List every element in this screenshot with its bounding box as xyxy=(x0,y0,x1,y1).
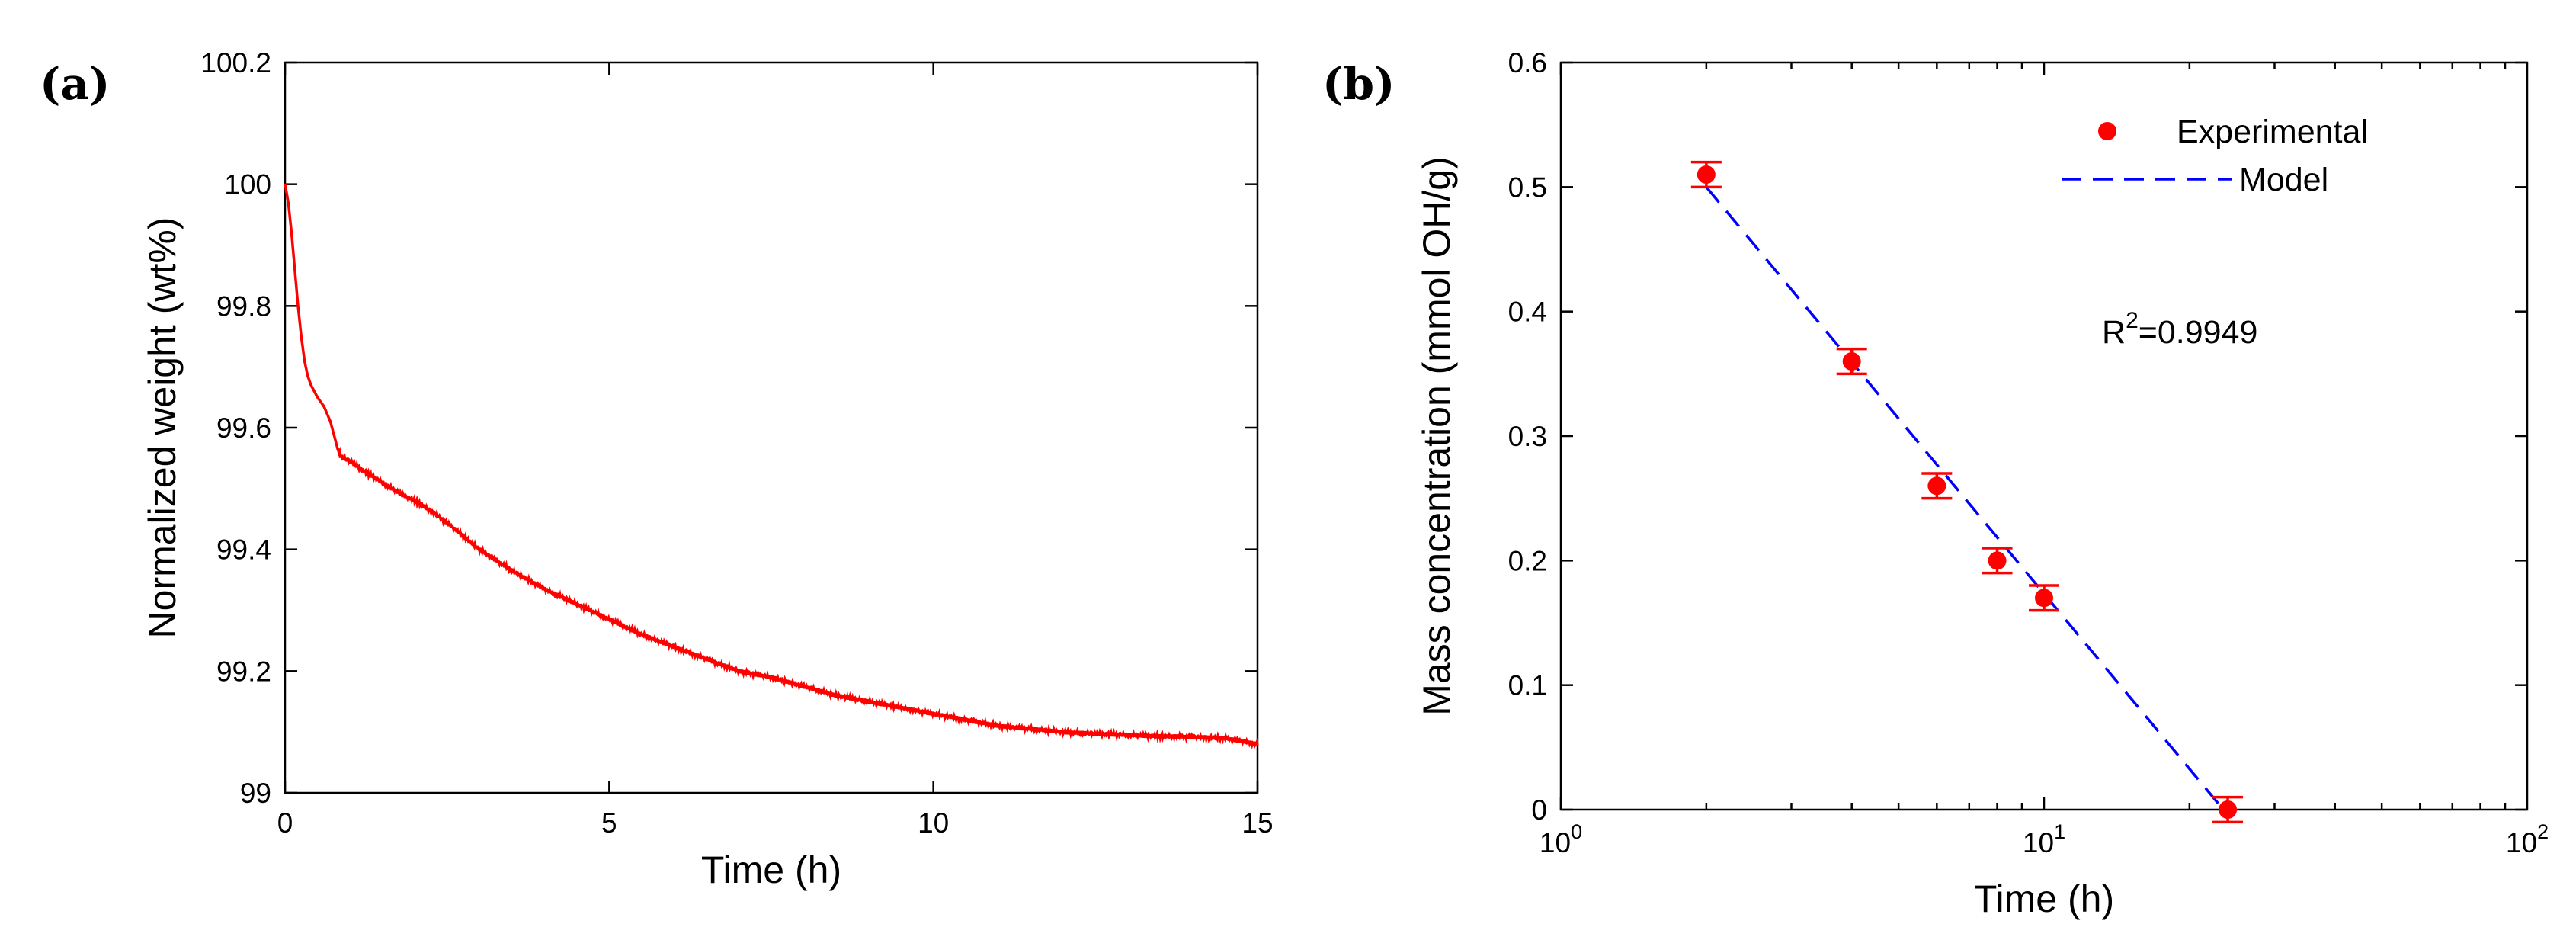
experimental-point xyxy=(1690,160,1722,189)
r-squared-value: =0.9949 xyxy=(2139,314,2258,351)
panel-a-plot-frame xyxy=(284,61,1259,794)
x-tick-label: 100 xyxy=(1540,820,1582,858)
y-tick-label: 0.1 xyxy=(1508,670,1547,701)
data-marker xyxy=(1842,352,1861,371)
y-tick-label: 0.3 xyxy=(1508,421,1547,452)
panel-b-y-axis-title: Mass concentration (mmol OH/g) xyxy=(1415,156,1458,716)
x-tick-label: 5 xyxy=(601,807,617,839)
y-tick-label: 100 xyxy=(224,169,271,201)
legend: Experimental Model xyxy=(2062,114,2368,198)
panel-a-x-tick-labels: 0 5 10 15 xyxy=(277,807,1274,839)
experimental-point xyxy=(1982,547,2013,575)
panel-b-label: (b) xyxy=(1322,58,1395,110)
data-marker xyxy=(2035,589,2053,608)
data-marker xyxy=(1927,476,1946,496)
legend-marker-experimental xyxy=(2098,122,2116,140)
x-tick-label: 10 xyxy=(918,807,949,839)
y-tick-label: 0.2 xyxy=(1508,545,1547,576)
x-tick-label: 15 xyxy=(1242,807,1273,839)
legend-label-model: Model xyxy=(2239,162,2328,198)
y-tick-label: 99.4 xyxy=(216,534,271,566)
legend-label-experimental: Experimental xyxy=(2177,114,2368,150)
model-line xyxy=(1705,186,2225,811)
panel-a-ticks xyxy=(284,61,1259,794)
data-marker xyxy=(2219,800,2238,819)
panel-b-y-tick-labels: 0 0.1 0.2 0.3 0.4 0.5 0.6 xyxy=(1508,47,1547,826)
panel-a-chart: (a) 99 99.2 99.4 99.6 99.8 100 100.2 0 5 10 15 Ti… xyxy=(40,47,1274,891)
panel-a-label: (a) xyxy=(40,58,110,110)
r-squared-exponent: 2 xyxy=(2126,308,2139,333)
panel-b-x-axis-title: Time (h) xyxy=(1974,877,2114,920)
experimental-point xyxy=(1921,472,1953,500)
panel-a-y-tick-labels: 99 99.2 99.4 99.6 99.8 100 100.2 xyxy=(200,47,271,809)
experimental-point xyxy=(1836,347,1867,376)
y-tick-label: 0.5 xyxy=(1508,172,1547,203)
panel-b-ticks xyxy=(1559,61,2527,811)
x-tick-label: 102 xyxy=(2506,820,2549,858)
data-marker xyxy=(1697,165,1716,184)
weight-curve xyxy=(284,184,1259,749)
y-tick-label: 0.4 xyxy=(1508,297,1547,328)
experimental-point xyxy=(2029,584,2059,612)
r-squared-prefix: R xyxy=(2102,314,2126,351)
panel-a-x-axis-title: Time (h) xyxy=(701,849,841,891)
y-tick-label: 99.2 xyxy=(216,656,271,687)
panel-b-x-tick-labels: 100 101 102 xyxy=(1540,820,2549,858)
panel-b-chart: (b) 0 0.1 0.2 0.3 0.4 0.5 0.6 100 101 102 Experi… xyxy=(1322,47,2549,920)
y-tick-label: 100.2 xyxy=(200,47,271,79)
data-marker xyxy=(1988,551,2007,570)
x-tick-label: 101 xyxy=(2023,820,2065,858)
experimental-point xyxy=(2212,795,2244,824)
y-tick-label: 99 xyxy=(240,778,271,809)
r-squared-annotation: R2=0.9949 xyxy=(2102,308,2257,351)
y-tick-label: 0.6 xyxy=(1508,47,1547,79)
experimental-points xyxy=(1690,160,2244,824)
y-tick-label: 99.6 xyxy=(216,412,271,444)
y-tick-label: 99.8 xyxy=(216,290,271,322)
panel-a-y-axis-title: Normalized weight (wt%) xyxy=(141,217,184,639)
y-tick-label: 0 xyxy=(1531,794,1547,826)
x-tick-label: 0 xyxy=(277,807,293,839)
